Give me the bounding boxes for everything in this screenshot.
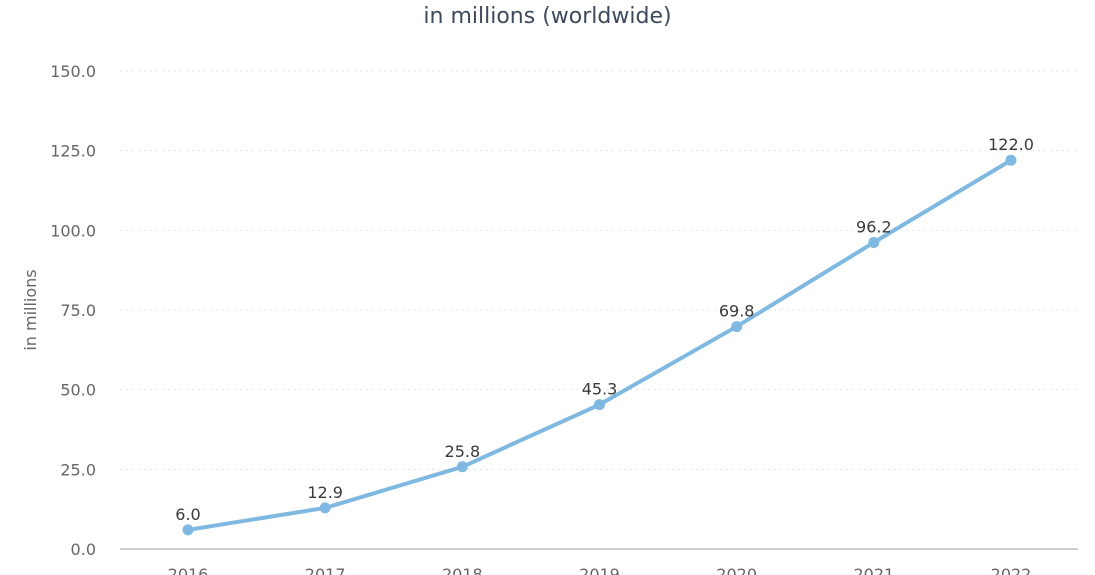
data-markers — [182, 154, 1017, 536]
data-point[interactable] — [868, 236, 880, 248]
series-line — [186, 158, 1013, 532]
x-axis-ticks: 2016 2017 2018 2019 2020 2021 2022 — [168, 565, 1032, 575]
data-label: 6.0 — [175, 505, 200, 524]
x-tick-label: 2018 — [442, 565, 483, 575]
data-point[interactable] — [456, 461, 468, 473]
chart-title: in millions (worldwide) — [423, 4, 672, 29]
x-tick-label: 2017 — [305, 565, 346, 575]
data-label: 96.2 — [856, 217, 892, 236]
y-tick-label: 25.0 — [60, 460, 96, 479]
y-tick-label: 0.0 — [71, 540, 96, 559]
x-tick-label: 2020 — [716, 565, 757, 575]
y-tick-label: 50.0 — [60, 381, 96, 400]
x-tick-label: 2019 — [579, 565, 620, 575]
x-tick-label: 2016 — [168, 565, 209, 575]
data-point[interactable] — [731, 321, 743, 333]
y-tick-label: 125.0 — [50, 142, 96, 161]
data-point[interactable] — [182, 524, 194, 536]
y-tick-label: 100.0 — [50, 221, 96, 240]
y-axis-title: in millions — [21, 269, 40, 350]
data-point[interactable] — [1005, 154, 1017, 166]
data-point[interactable] — [594, 399, 605, 411]
y-axis-ticks: 0.0 25.0 50.0 75.0 100.0 125.0 150.0 — [50, 62, 96, 559]
data-label: 122.0 — [988, 135, 1034, 154]
y-tick-label: 75.0 — [60, 301, 96, 320]
data-point[interactable] — [319, 502, 331, 514]
x-tick-label: 2022 — [991, 565, 1032, 575]
data-label: 45.3 — [582, 380, 618, 399]
series-line-layer — [186, 158, 1013, 532]
y-tick-label: 150.0 — [50, 62, 96, 81]
data-label: 12.9 — [307, 483, 343, 502]
data-label: 25.8 — [445, 442, 481, 461]
data-labels: 6.0 12.9 25.8 45.3 69.8 96.2 122.0 — [175, 135, 1034, 524]
gridlines — [120, 70, 1078, 470]
data-label: 69.8 — [719, 302, 755, 321]
x-tick-label: 2021 — [853, 565, 894, 575]
